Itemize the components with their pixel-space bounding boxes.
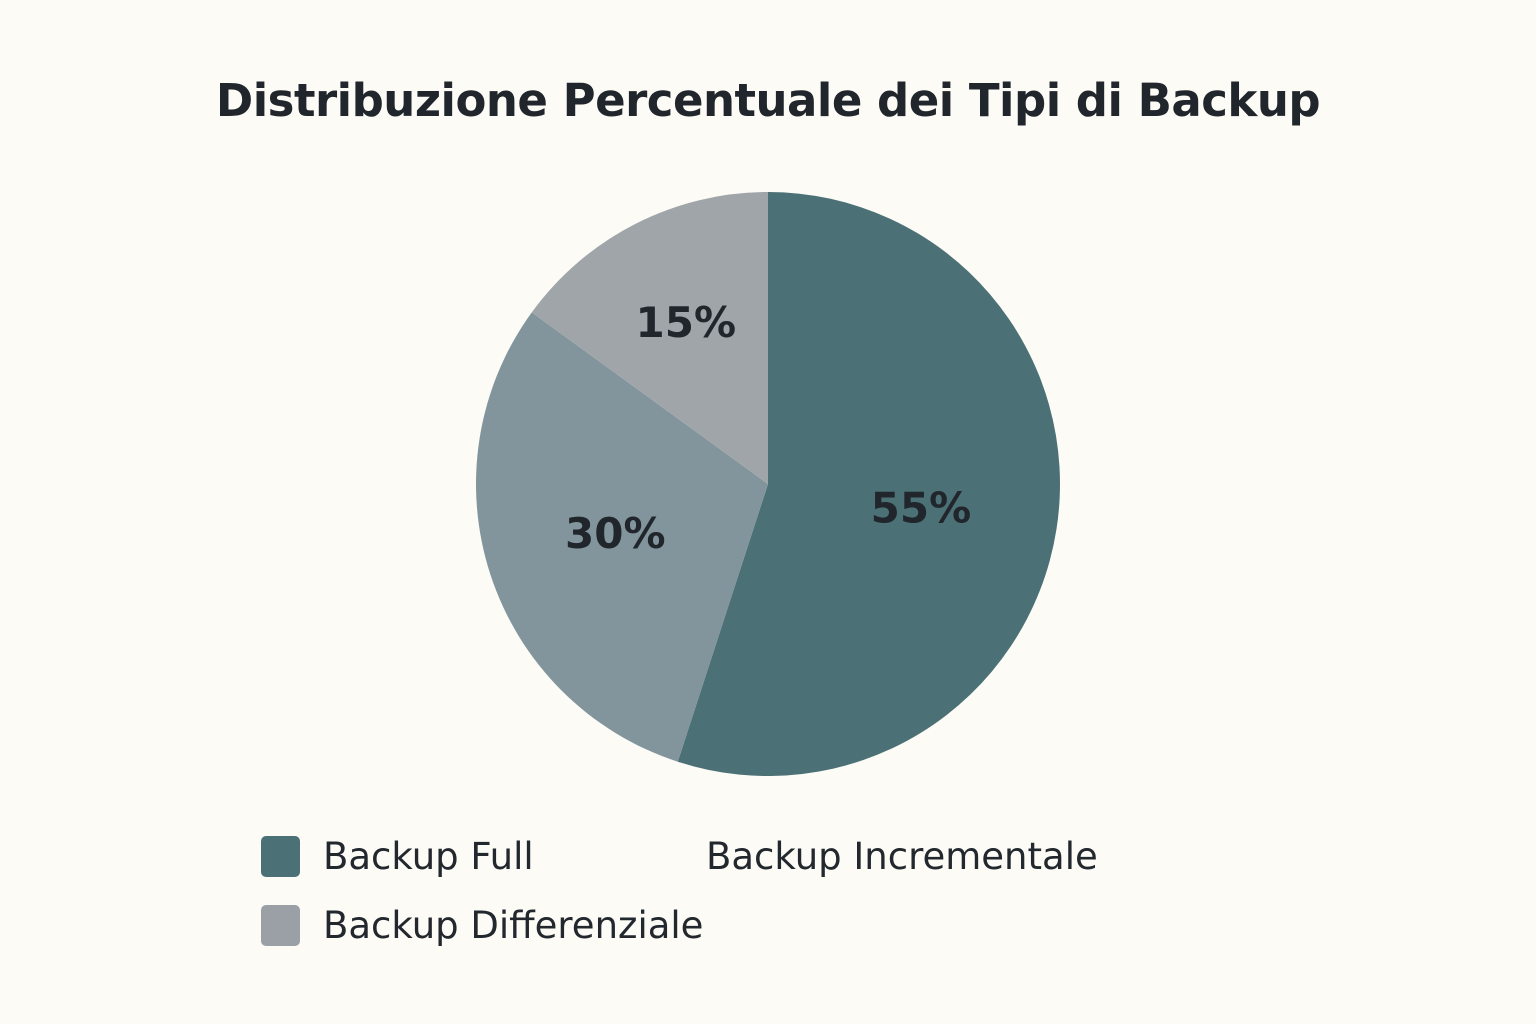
pie-slice-backup-full: [677, 192, 1060, 776]
legend-label: Backup Differenziale: [323, 903, 704, 947]
legend-item-backup-full: Backup Full: [261, 834, 534, 878]
legend-item-backup-differenziale: Backup Differenziale: [261, 903, 703, 947]
legend-label: Backup Full: [323, 834, 534, 878]
chart-title: Distribuzione Percentuale dei Tipi di Ba…: [215, 74, 1321, 127]
pie-slice-labels: 55% 30% 15%: [565, 298, 971, 558]
pie-slice-backup-incrementale: [476, 312, 768, 762]
legend-swatch: [261, 835, 300, 877]
pie-slice-backup-differenziale: [531, 192, 768, 484]
legend-label: Backup Incrementale: [706, 834, 1098, 878]
pie-slice-label: 15%: [636, 298, 737, 347]
legend-item-backup-incrementale: Backup Incrementale: [706, 834, 1098, 878]
pie-slices: [476, 192, 1060, 776]
pie-slice-label: 30%: [565, 509, 666, 558]
legend-swatch: [261, 904, 300, 946]
pie-slice-label: 55%: [871, 484, 972, 533]
